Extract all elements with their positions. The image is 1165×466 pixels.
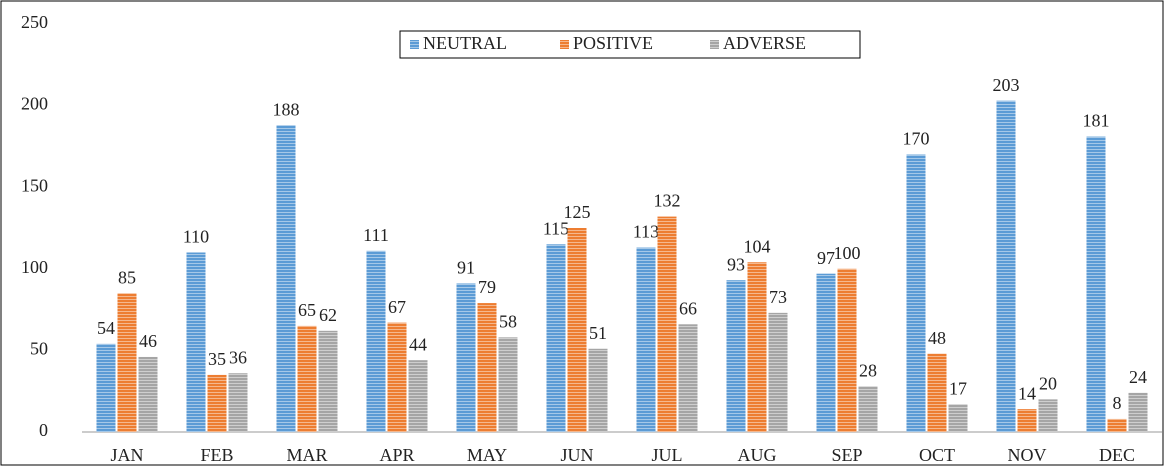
data-label: 20 <box>1039 373 1057 393</box>
legend-label: POSITIVE <box>573 33 653 53</box>
bar <box>207 374 227 432</box>
bar <box>837 268 857 432</box>
data-label: 66 <box>679 298 697 318</box>
bar <box>858 386 878 432</box>
x-tick-label: OCT <box>919 445 955 465</box>
x-tick-label: APR <box>379 445 414 465</box>
data-label: 8 <box>1113 393 1122 413</box>
x-tick-label: MAR <box>286 445 327 465</box>
data-label: 14 <box>1018 383 1036 403</box>
bar <box>1086 136 1106 432</box>
bar <box>726 280 746 432</box>
y-tick-label: 200 <box>21 94 48 114</box>
bar <box>138 356 158 432</box>
bar <box>387 322 407 432</box>
data-label: 36 <box>229 347 247 367</box>
bar <box>948 404 968 432</box>
bar <box>318 330 338 432</box>
bar <box>276 125 296 433</box>
data-label: 73 <box>769 287 787 307</box>
x-tick-label: JUL <box>652 445 683 465</box>
bar <box>546 244 566 432</box>
data-label: 58 <box>499 311 517 331</box>
bar <box>816 273 836 432</box>
bar <box>96 343 116 432</box>
bar <box>1038 399 1058 432</box>
bar <box>408 360 428 432</box>
data-label: 104 <box>744 236 771 256</box>
data-label: 110 <box>183 227 209 247</box>
bar <box>456 283 476 432</box>
bar <box>747 262 767 432</box>
data-label: 24 <box>1129 367 1147 387</box>
bar <box>657 216 677 432</box>
y-tick-label: 100 <box>21 257 48 277</box>
bar <box>996 100 1016 432</box>
x-tick-label: AUG <box>738 445 777 465</box>
bar <box>228 373 248 432</box>
data-label: 17 <box>949 378 967 398</box>
data-label: 85 <box>118 267 136 287</box>
data-label: 181 <box>1083 111 1110 131</box>
legend-swatch <box>410 40 419 49</box>
bar <box>678 324 698 432</box>
data-label: 62 <box>319 305 337 325</box>
y-tick-label: 150 <box>21 175 48 195</box>
data-label: 28 <box>859 360 877 380</box>
legend-box <box>399 30 861 59</box>
data-label: 65 <box>298 300 316 320</box>
data-label: 125 <box>564 202 591 222</box>
x-tick-label: SEP <box>831 445 862 465</box>
legend-swatch <box>560 40 569 49</box>
data-label: 188 <box>273 99 300 119</box>
data-label: 115 <box>543 218 569 238</box>
legend-swatch <box>710 40 719 49</box>
y-tick-label: 250 <box>21 12 48 32</box>
y-tick-label: 0 <box>39 420 48 440</box>
x-tick-label: DEC <box>1099 445 1135 465</box>
data-label: 203 <box>993 75 1020 95</box>
data-label: 132 <box>654 191 681 211</box>
data-label: 97 <box>817 248 835 268</box>
data-label: 79 <box>478 277 496 297</box>
bar <box>927 353 947 432</box>
legend-label: NEUTRAL <box>423 33 507 53</box>
data-label: 170 <box>903 129 930 149</box>
bar <box>297 325 317 432</box>
data-label: 35 <box>208 349 226 369</box>
bar <box>588 348 608 432</box>
data-label: 111 <box>363 225 389 245</box>
data-label: 91 <box>457 258 475 278</box>
x-tick-label: FEB <box>200 445 233 465</box>
data-label: 113 <box>633 222 659 242</box>
bar <box>117 293 137 432</box>
bar <box>186 252 206 432</box>
data-label: 51 <box>589 323 607 343</box>
bar <box>567 228 587 432</box>
bar <box>768 312 788 432</box>
bar <box>636 247 656 432</box>
x-tick-label: JAN <box>110 445 143 465</box>
x-tick-label: NOV <box>1008 445 1047 465</box>
data-label: 93 <box>727 254 745 274</box>
x-tick-label: JUN <box>560 445 593 465</box>
bar <box>1017 409 1037 432</box>
bar <box>1128 392 1148 432</box>
data-label: 46 <box>139 331 157 351</box>
bar <box>906 154 926 432</box>
y-tick-label: 50 <box>30 339 48 359</box>
data-label: 54 <box>97 318 115 338</box>
bar <box>1107 418 1127 432</box>
bar <box>498 337 518 432</box>
data-label: 67 <box>388 297 406 317</box>
data-label: 48 <box>928 328 946 348</box>
bar <box>366 250 386 432</box>
data-label: 100 <box>834 243 861 263</box>
x-tick-label: MAY <box>467 445 507 465</box>
data-label: 44 <box>409 334 427 354</box>
bar <box>477 303 497 432</box>
legend-label: ADVERSE <box>723 33 806 53</box>
